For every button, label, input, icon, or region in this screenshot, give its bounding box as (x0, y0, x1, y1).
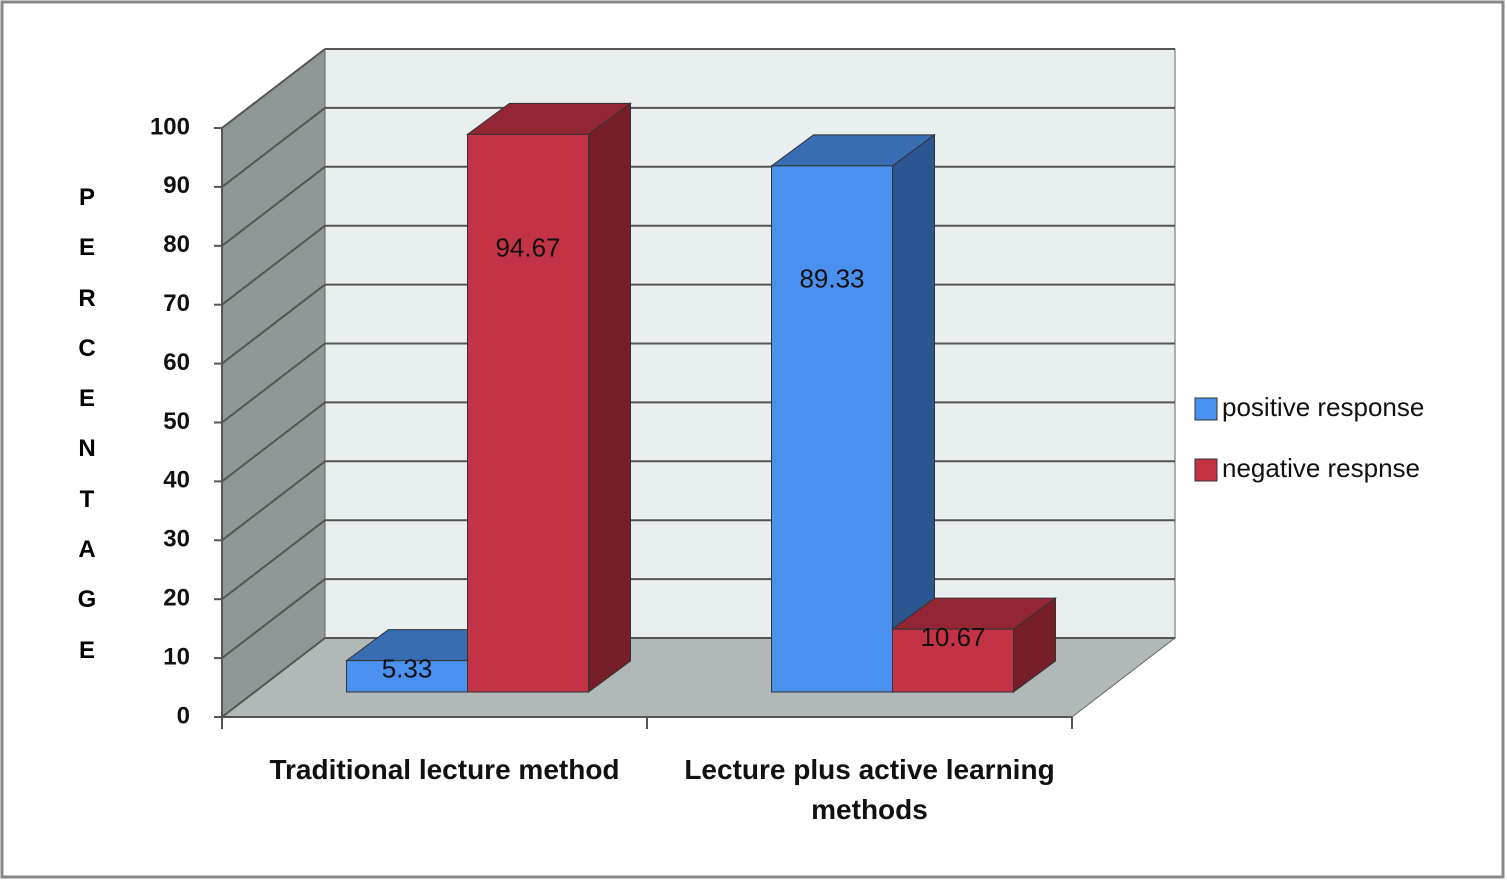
grid-line-side (221, 48, 326, 129)
grid-line-side (221, 107, 326, 188)
grid-line (221, 165, 1175, 247)
grid-line-side (221, 283, 326, 365)
y-tick-label: 0 (177, 702, 190, 729)
grid-line-side (221, 401, 326, 483)
value-label: 5.33 (382, 653, 433, 683)
bar-front (346, 660, 468, 693)
y-tick-label: 50 (163, 408, 190, 435)
y-axis-label: PERCENTAGE (77, 184, 97, 664)
legend-label: negative respnse (1222, 453, 1420, 483)
bar-front (771, 165, 893, 693)
grid-line (221, 48, 1175, 129)
value-label: 94.67 (495, 232, 560, 262)
bar-side (588, 102, 631, 693)
grid-line-side (221, 578, 326, 659)
grid-line (221, 519, 1175, 600)
y-tick-label: 20 (163, 585, 190, 612)
y-tick-label: 60 (163, 349, 190, 376)
grid-line-side (221, 637, 326, 718)
y-tick-label: 40 (163, 467, 190, 494)
grid-line (221, 401, 1175, 483)
y-tick-label: 70 (163, 290, 190, 317)
x-tick-label: Lecture plus active learning methods (684, 754, 1055, 825)
bar (769, 133, 937, 693)
grid-line (221, 578, 1175, 659)
grid-line-side (221, 166, 326, 247)
value-label: 89.33 (799, 264, 864, 294)
y-tick-label: 100 (150, 113, 190, 140)
x-tick-label: Traditional lecture method (269, 754, 620, 785)
bar (890, 597, 1058, 693)
legend-swatch (1194, 397, 1218, 421)
y-tick-label: 80 (163, 231, 190, 258)
y-tick-label: 30 (163, 526, 190, 553)
y-tick-label: 10 (163, 643, 190, 670)
grid-line-side (221, 224, 326, 306)
grid-line-side (221, 519, 326, 600)
value-label: 10.67 (920, 622, 985, 652)
bar-front (892, 628, 1014, 693)
grid-line-side (221, 460, 326, 542)
legend-label: positive response (1222, 392, 1424, 422)
grid-line (221, 283, 1175, 365)
grid-line (221, 460, 1175, 542)
grid-line (221, 224, 1175, 306)
grid-line (221, 106, 1175, 188)
y-tick-label: 90 (163, 172, 190, 199)
grid-line-side (221, 342, 326, 424)
bar-front (467, 133, 589, 693)
bar (465, 102, 633, 693)
grid-line (221, 342, 1175, 424)
legend-swatch (1194, 458, 1218, 482)
